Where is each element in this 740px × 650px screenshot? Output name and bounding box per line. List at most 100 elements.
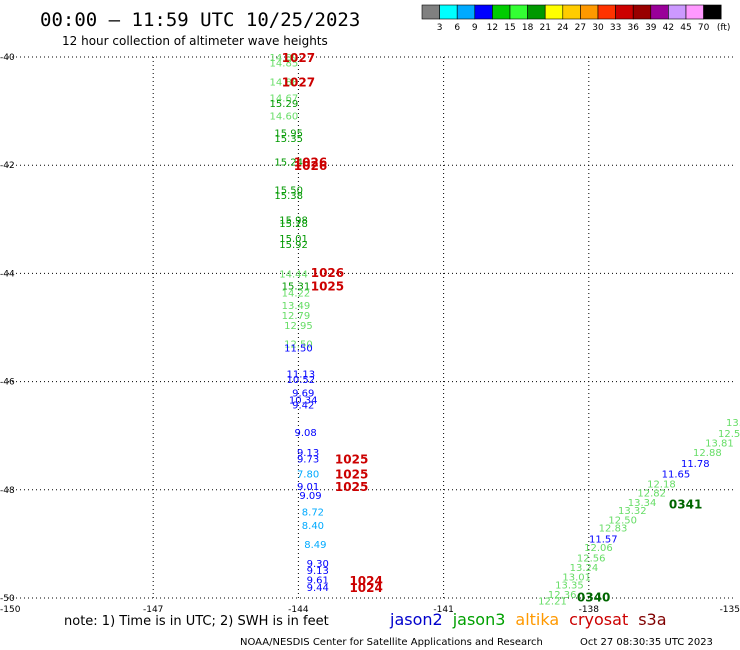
colorbar-label: 12 (487, 23, 498, 33)
time-tag: 1025 (311, 279, 344, 293)
wave-height-label: 12.36 (548, 590, 577, 601)
wave-height-label: 9.09 (299, 491, 321, 502)
wave-height-label: 9.61 (307, 576, 329, 587)
chart-title: 00:00 – 11:59 UTC 10/25/2023 (40, 9, 360, 31)
wave-height-label: 11.13 (286, 369, 315, 380)
time-tag: 1026 (311, 266, 344, 280)
wave-height-label: 12.21 (538, 597, 567, 608)
wave-height-label: 12.50 (608, 516, 637, 527)
wave-height-label: 14.88 (270, 77, 299, 88)
wave-height-label: 9.69 (292, 388, 314, 399)
colorbar-label: 15 (504, 23, 515, 33)
time-tag: 0340 (577, 590, 610, 604)
wave-height-label: 15.98 (279, 215, 308, 226)
time-tag: 1026 (294, 155, 327, 169)
colorbar-unit: (ft) (717, 23, 731, 33)
wave-height-label: 14.67 (270, 94, 299, 105)
grid-lines (8, 56, 734, 599)
x-tick-label: -144 (288, 605, 309, 615)
time-tag: 1024 (349, 574, 382, 588)
satellite-jason3: jason3 (452, 610, 506, 629)
time-tags: 1027102710261026102610251025102510251024… (282, 51, 703, 604)
colorbar-swatch (421, 4, 440, 20)
wave-height-label: 12.18 (647, 479, 676, 490)
wave-height-label: 12.06 (584, 543, 613, 554)
colorbar-label: 70 (698, 23, 710, 33)
wave-height-label: 13.81 (705, 439, 734, 450)
x-tick-label: -150 (0, 605, 21, 615)
wave-height-label: 15.29 (270, 99, 299, 110)
colorbar-legend: 3 6 9 12 15 18 21 24 27 30 33 36 39 42 45 70 (ft) (421, 4, 731, 33)
wave-height-label: 11.65 (662, 470, 691, 481)
wave-height-label: 8.40 (302, 521, 324, 532)
time-tag: 1025 (335, 480, 368, 494)
wave-height-label: 15.01 (279, 234, 308, 245)
x-tick-label: -138 (579, 605, 600, 615)
wave-height-label: 14.89 (270, 53, 299, 64)
wave-height-label: 9.30 (307, 559, 329, 570)
y-tick-label: -46 (0, 378, 15, 388)
wave-height-label: 12.79 (282, 311, 311, 322)
colorbar-label: 24 (557, 23, 569, 33)
wave-height-label: 15.35 (274, 134, 303, 145)
colorbar-label: 45 (680, 23, 691, 33)
wave-height-label: 9.08 (295, 428, 317, 439)
satellite-altika: altika (515, 610, 559, 629)
time-tag: 1025 (335, 468, 368, 482)
y-tick-label: -42 (0, 161, 15, 171)
time-tag: 1024 (349, 581, 382, 595)
wave-height-label: 15.50 (274, 186, 303, 197)
wave-height-label: 14.85 (270, 58, 299, 69)
wave-height-label: 15.95 (274, 129, 303, 140)
colorbar-label: 36 (627, 23, 639, 33)
wave-height-label: 12.56 (577, 553, 606, 564)
wave-height-label: 10.52 (286, 375, 315, 386)
axis-ticks: -150 -147 -144 -141 -138 -135 -40 -42 -44 -46 -48 -… (0, 53, 740, 615)
wave-height-label: 13. (726, 418, 740, 429)
colorbar-swatch (492, 4, 511, 20)
wave-height-label: 12.83 (599, 524, 628, 535)
colorbar-swatch (562, 4, 581, 20)
wave-height-label: 9.44 (307, 583, 329, 594)
colorbar-swatch (668, 4, 687, 20)
wave-height-label: 14.60 (270, 111, 299, 122)
wave-height-label: 14.44 (279, 269, 308, 280)
wave-height-label: 15.92 (279, 240, 308, 251)
x-tick-label: -141 (433, 605, 453, 615)
wave-height-label: 15.31 (282, 281, 311, 292)
colorbar-label: 9 (472, 23, 478, 33)
wave-height-label: 7.80 (297, 470, 319, 481)
x-tick-label: -147 (143, 605, 163, 615)
wave-height-label: 12.5 (718, 429, 740, 440)
wave-height-label: 9.42 (292, 400, 314, 411)
time-tag: 1027 (282, 51, 315, 65)
wave-height-label: 14.22 (282, 288, 311, 299)
colorbar-swatch (509, 4, 528, 20)
satellite-cryosat: cryosat (569, 610, 628, 629)
wave-height-label: 13.34 (628, 498, 657, 509)
wave-height-label: 11.50 (284, 344, 313, 355)
wave-height-label: 15.28 (279, 219, 308, 230)
wave-height-label: 12.50 (284, 340, 313, 351)
x-tick-label: -135 (720, 605, 740, 615)
colorbar-label: 21 (539, 23, 550, 33)
colorbar-label: 39 (645, 23, 657, 33)
colorbar-label: 3 (437, 23, 443, 33)
timestamp: Oct 27 08:30:35 UTC 2023 (580, 637, 713, 648)
footnote: note: 1) Time is in UTC; 2) SWH is in fe… (64, 614, 329, 629)
wave-height-label: 12.88 (693, 448, 722, 459)
time-tag: 1026 (294, 159, 327, 173)
chart-subtitle: 12 hour collection of altimeter wave hei… (62, 34, 328, 48)
wave-height-label: 13.24 (570, 563, 599, 574)
wave-height-label: 9.73 (297, 454, 319, 465)
colorbar-label: 42 (663, 23, 674, 33)
wave-height-label: 13.35 (555, 580, 584, 591)
wave-height-label: 10.34 (289, 395, 318, 406)
colorbar-swatch (439, 4, 458, 20)
wave-height-label: 8.49 (304, 540, 326, 551)
colorbar-swatch (685, 4, 704, 20)
colorbar-swatch (474, 4, 493, 20)
wave-height-label: 8.72 (302, 507, 324, 518)
satellite-legend: jason2 jason3 altika cryosat s3a (389, 610, 667, 629)
